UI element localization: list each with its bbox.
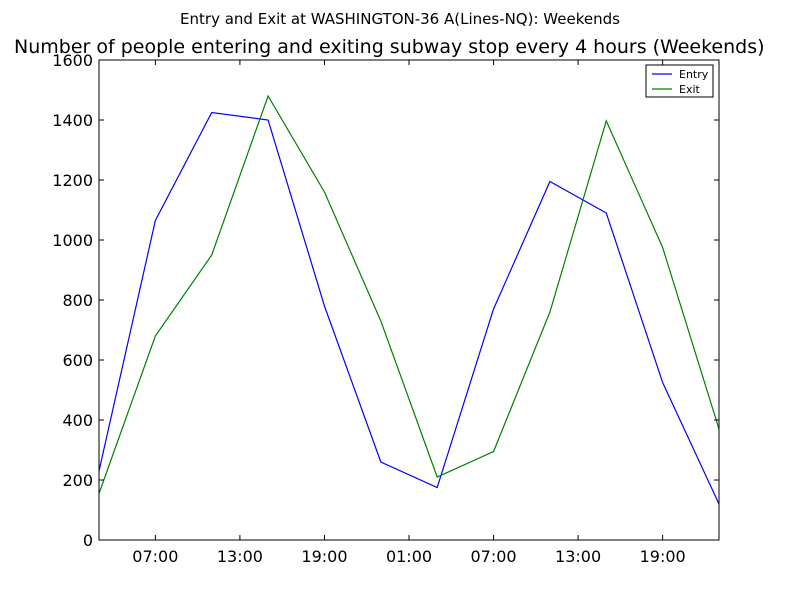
chart-title: Number of people entering and exiting su… (14, 36, 765, 58)
x-tick-label: 07:00 (132, 547, 178, 566)
x-tick-label: 13:00 (217, 547, 263, 566)
y-tick-label: 1400 (52, 111, 93, 130)
series-line-exit (99, 94, 719, 494)
x-tick-label: 07:00 (470, 547, 516, 566)
y-tick-label: 1000 (52, 231, 93, 250)
x-tick-label: 13:00 (555, 547, 601, 566)
y-tick-label: 0 (83, 531, 93, 550)
y-tick-label: 200 (62, 471, 93, 490)
series-line-entry (99, 111, 719, 505)
legend-box (645, 64, 714, 98)
chart-suptitle: Entry and Exit at WASHINGTON-36 A(Lines-… (180, 10, 620, 28)
y-tick-label: 600 (62, 351, 93, 370)
legend-label-entry: Entry (679, 68, 709, 81)
y-tick-label: 1200 (52, 171, 93, 190)
y-tick-label: 800 (62, 291, 93, 310)
y-tick-label: 1600 (52, 51, 93, 70)
legend-label-exit: Exit (679, 83, 701, 96)
x-tick-label: 19:00 (301, 547, 347, 566)
y-tick-label: 400 (62, 411, 93, 430)
plot-area: 0 200 400 600 800 1000 1200 1400 1600 07:00 13:00 1… (52, 51, 720, 566)
x-tick-label: 19:00 (640, 547, 686, 566)
x-tick-label: 01:00 (386, 547, 432, 566)
plot-frame (98, 59, 720, 541)
